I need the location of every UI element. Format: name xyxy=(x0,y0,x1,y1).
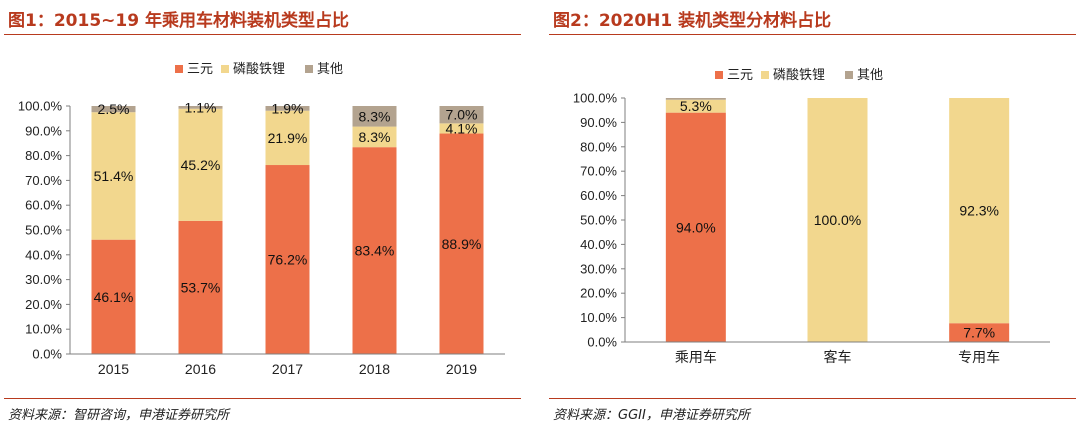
bar-segment xyxy=(665,112,726,342)
source-divider xyxy=(549,398,1076,399)
y-tick-label: 20.0% xyxy=(25,297,62,312)
y-tick-label: 0.0% xyxy=(32,347,62,362)
legend-swatch xyxy=(305,65,313,73)
y-tick-label: 60.0% xyxy=(25,198,62,213)
x-category-label: 2019 xyxy=(446,361,477,377)
bar-segment xyxy=(178,220,223,354)
y-tick-label: 100.0% xyxy=(18,99,63,114)
figure-1-chart: 三元 磷酸铁锂 其他 0.0% 10.0% 20.0% 30.0% 40.0% 50.0% 60.… xyxy=(18,61,505,377)
legend-label: 磷酸铁锂 xyxy=(233,61,285,76)
y-tick-label: 10.0% xyxy=(25,322,62,337)
bar-segment xyxy=(807,98,868,342)
x-category-label: 专用车 xyxy=(958,349,1000,365)
bar-segment xyxy=(91,239,136,354)
data-label: 8.3% xyxy=(359,108,391,124)
legend-label: 三元 xyxy=(727,67,753,82)
data-label: 53.7% xyxy=(181,279,221,295)
data-label: 45.2% xyxy=(181,157,221,173)
x-category-label: 客车 xyxy=(824,349,852,365)
y-tick-label: 70.0% xyxy=(25,173,62,188)
figure-2-chart: 三元 磷酸铁锂 其他 0.0% 10.0% 20.0% 30.0% 40.0% 50.0% 60.… xyxy=(573,67,1050,365)
y-tick-label: 60.0% xyxy=(580,188,617,203)
figure-1-panel: 图1：2015~19 年乘用车材料装机类型占比 三元 磷酸铁锂 其他 0.0% 10.0… xyxy=(0,0,525,429)
data-label: 1.9% xyxy=(272,100,304,116)
y-tick-label: 50.0% xyxy=(25,223,62,238)
y-tick-label: 0.0% xyxy=(587,335,617,350)
title-divider xyxy=(4,34,521,35)
data-label: 21.9% xyxy=(268,130,308,146)
data-label: 51.4% xyxy=(94,168,134,184)
bar-segment xyxy=(265,165,310,354)
source-divider xyxy=(4,398,521,399)
bar-segment xyxy=(178,108,223,221)
bar-segment xyxy=(265,106,310,111)
legend-label: 磷酸铁锂 xyxy=(773,67,825,82)
bar-segment xyxy=(265,110,310,166)
data-label: 94.0% xyxy=(676,219,716,235)
bar-segment xyxy=(949,323,1010,342)
legend-swatch xyxy=(175,65,183,73)
figure-2-panel: 图2：2020H1 装机类型分材料占比 三元 磷酸铁锂 其他 0.0% 10.0% 20.… xyxy=(545,0,1080,429)
bar-segment xyxy=(439,123,484,134)
y-tick-label: 30.0% xyxy=(580,261,617,276)
bar-segment xyxy=(178,106,223,109)
data-label: 2.5% xyxy=(98,101,130,117)
data-label: 4.1% xyxy=(446,120,478,136)
bar-segment xyxy=(91,106,136,113)
y-tick-label: 40.0% xyxy=(25,247,62,262)
y-tick-label: 70.0% xyxy=(580,164,617,179)
y-tick-label: 90.0% xyxy=(580,115,617,130)
figure-2-title: 图2：2020H1 装机类型分材料占比 xyxy=(553,11,832,31)
x-category-label: 2016 xyxy=(185,361,216,377)
x-category-label: 2015 xyxy=(98,361,129,377)
legend-swatch xyxy=(845,71,853,79)
legend-swatch xyxy=(221,65,229,73)
title-divider xyxy=(549,34,1076,35)
bar-segment xyxy=(352,106,397,127)
figure-2-source: 资料来源：GGII，申港证券研究所 xyxy=(553,408,750,423)
y-tick-label: 80.0% xyxy=(25,148,62,163)
data-label: 8.3% xyxy=(359,129,391,145)
data-label: 1.1% xyxy=(185,99,217,115)
y-tick-label: 80.0% xyxy=(580,139,617,154)
data-label: 88.9% xyxy=(442,236,482,252)
legend-label: 其他 xyxy=(317,61,343,76)
bar-segment xyxy=(665,98,726,100)
figure-1-title: 图1：2015~19 年乘用车材料装机类型占比 xyxy=(8,11,349,31)
data-label: 100.0% xyxy=(814,212,861,228)
y-tick-label: 90.0% xyxy=(25,123,62,138)
figure-1-source: 资料来源：智研咨询，申港证券研究所 xyxy=(8,408,230,423)
bar-segment xyxy=(665,99,726,113)
legend-label: 三元 xyxy=(187,61,213,76)
y-tick-label: 100.0% xyxy=(573,91,618,106)
y-tick-label: 10.0% xyxy=(580,310,617,325)
legend-swatch xyxy=(761,71,769,79)
x-category-label: 乘用车 xyxy=(675,349,717,365)
data-label: 76.2% xyxy=(268,252,308,268)
data-label: 7.7% xyxy=(963,325,995,341)
data-label: 83.4% xyxy=(355,243,395,259)
legend-label: 其他 xyxy=(857,67,883,82)
legend-swatch xyxy=(715,71,723,79)
bar-segment xyxy=(352,126,397,148)
data-label: 7.0% xyxy=(446,107,478,123)
y-tick-label: 20.0% xyxy=(580,286,617,301)
y-tick-label: 50.0% xyxy=(580,213,617,228)
bar-segment xyxy=(352,147,397,354)
data-label: 5.3% xyxy=(680,98,712,114)
data-label: 46.1% xyxy=(94,289,134,305)
x-category-label: 2018 xyxy=(359,361,390,377)
x-category-label: 2017 xyxy=(272,361,303,377)
y-tick-label: 30.0% xyxy=(25,272,62,287)
bar-segment xyxy=(91,112,136,240)
bar-segment xyxy=(949,98,1010,324)
bar-segment xyxy=(439,106,484,124)
y-tick-label: 40.0% xyxy=(580,237,617,252)
bar-segment xyxy=(439,133,484,354)
data-label: 92.3% xyxy=(959,203,999,219)
